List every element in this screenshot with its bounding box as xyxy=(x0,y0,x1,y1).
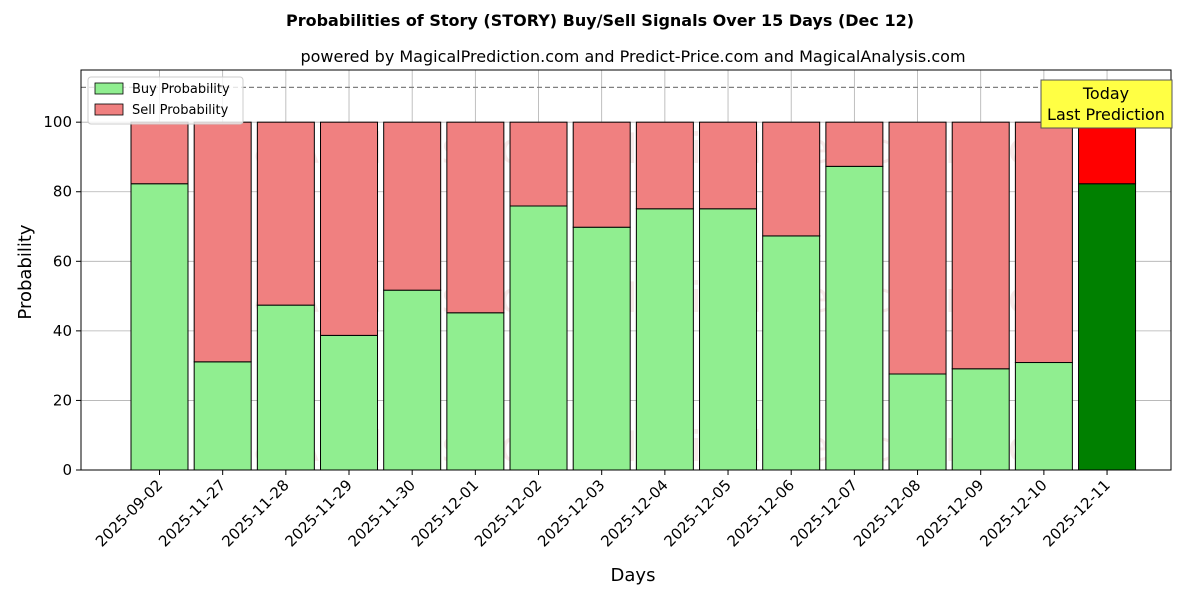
buy-bar xyxy=(256,304,315,471)
x-tick-label: 2025-12-03 xyxy=(534,476,608,550)
plot-frame xyxy=(80,69,1172,471)
sell-bar xyxy=(1078,121,1137,185)
x-axis-label: Days xyxy=(611,565,656,586)
today-annotation-line2: Last Prediction xyxy=(1047,105,1165,124)
buy-bar xyxy=(320,334,379,471)
x-tick-label: 2025-12-07 xyxy=(787,476,861,550)
sell-bar xyxy=(699,121,758,210)
buy-bar xyxy=(888,373,947,471)
legend-sell-label: Sell Probability xyxy=(132,103,229,118)
x-tick-label: 2025-12-11 xyxy=(1039,476,1113,550)
y-tick-label: 20 xyxy=(53,391,72,409)
y-tick-label: 40 xyxy=(53,322,72,340)
buy-bar xyxy=(1014,362,1073,471)
x-tick-label: 2025-11-27 xyxy=(155,476,229,550)
y-tick-label: 0 xyxy=(62,461,72,479)
chart-title: Probabilities of Story (STORY) Buy/Sell … xyxy=(286,11,914,30)
legend: Buy Probability Sell Probability xyxy=(87,76,244,125)
x-tick-label: 2025-11-28 xyxy=(218,476,292,550)
x-tick-label: 2025-12-01 xyxy=(408,476,482,550)
chart-subtitle: powered by MagicalPrediction.com and Pre… xyxy=(300,47,965,66)
x-tick-label: 2025-11-29 xyxy=(281,476,355,550)
buy-bar xyxy=(1078,183,1137,471)
sell-bar xyxy=(635,121,694,210)
y-tick-label: 60 xyxy=(53,252,72,270)
x-tick-label: 2025-12-04 xyxy=(597,476,671,550)
x-tick-label: 2025-12-08 xyxy=(850,476,924,550)
today-annotation-line1: Today xyxy=(1082,84,1129,103)
sell-bar xyxy=(256,121,315,306)
legend-buy-label: Buy Probability xyxy=(132,82,230,97)
y-tick-label: 100 xyxy=(43,113,72,131)
x-tick-label: 2025-12-05 xyxy=(660,476,734,550)
buy-bar xyxy=(130,183,189,471)
legend-sell-swatch xyxy=(94,103,124,116)
buy-bar xyxy=(383,289,442,471)
buy-bar xyxy=(699,208,758,471)
legend-buy-swatch xyxy=(94,82,124,95)
sell-bar xyxy=(1014,121,1073,364)
legend-box xyxy=(87,76,244,125)
buy-bar xyxy=(193,361,252,471)
buy-bar xyxy=(762,235,821,471)
buy-bar xyxy=(446,312,505,471)
sell-bar xyxy=(951,121,1010,370)
buy-bar xyxy=(951,368,1010,471)
x-tick-label: 2025-11-30 xyxy=(345,476,419,550)
sell-bar xyxy=(193,121,252,363)
x-tick-label: 2025-09-02 xyxy=(92,476,166,550)
sell-bar xyxy=(825,121,884,167)
bars xyxy=(130,121,1137,471)
sell-bar xyxy=(130,121,189,185)
sell-bar xyxy=(509,121,568,207)
today-annotation-box xyxy=(1040,79,1173,129)
sell-bar xyxy=(320,121,379,336)
sell-bar xyxy=(383,121,442,291)
sell-bar xyxy=(762,121,821,237)
y-axis-label: Probability xyxy=(15,224,36,319)
x-tick-label: 2025-12-10 xyxy=(976,476,1050,550)
buy-bar xyxy=(509,205,568,471)
y-tick-label: 80 xyxy=(53,183,72,201)
buy-bar xyxy=(572,226,631,471)
today-annotation: Today Last Prediction xyxy=(1040,79,1173,129)
sell-bar xyxy=(888,121,947,375)
sell-bar xyxy=(572,121,631,228)
x-tick-label: 2025-12-09 xyxy=(913,476,987,550)
x-tick-label: 2025-12-02 xyxy=(471,476,545,550)
sell-bar xyxy=(446,121,505,314)
buy-bar xyxy=(635,208,694,471)
x-tick-label: 2025-12-06 xyxy=(724,476,798,550)
buy-bar xyxy=(825,165,884,471)
